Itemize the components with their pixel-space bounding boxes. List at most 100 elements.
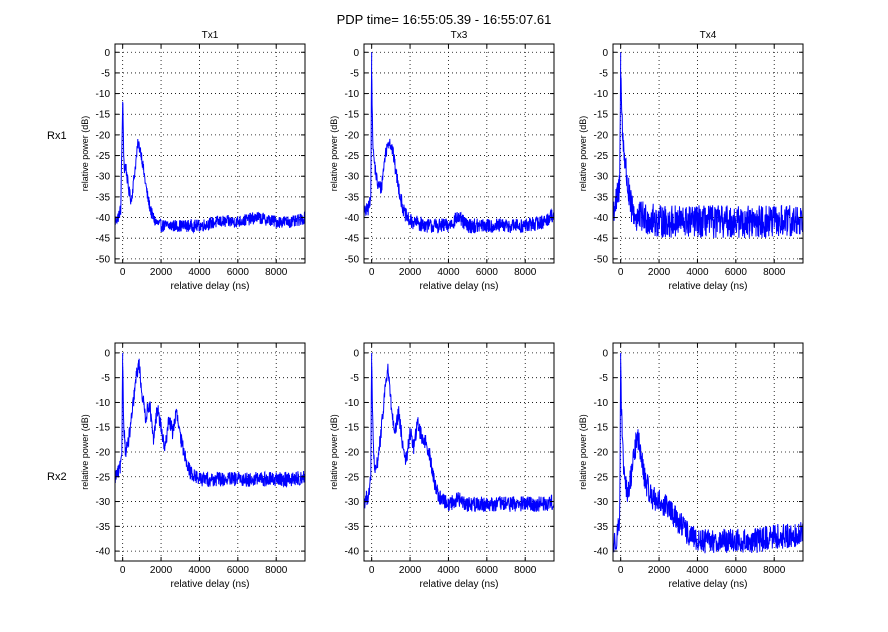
y-tick-label: 0 <box>104 48 110 59</box>
y-tick-label: -15 <box>96 423 111 434</box>
subplot-1: 0 2000 4000 6000 8000 0 -5 -10 -15 -20 -25 -30 -35 -4… <box>80 30 306 292</box>
y-tick-label: -5 <box>350 68 359 79</box>
x-tick-label: 4000 <box>437 565 460 576</box>
y-tick-label: -45 <box>345 234 360 245</box>
subplot-4: 0 2000 4000 6000 8000 0 -5 -10 -15 -20 -25 -30 -35 -4… <box>80 342 306 590</box>
y-axis-label: relative power (dB) <box>329 116 339 192</box>
y-tick-label: -30 <box>96 497 111 508</box>
x-axis-label: relative delay (ns) <box>420 281 499 292</box>
axes-frame <box>363 43 555 264</box>
x-axis-label: relative delay (ns) <box>669 281 748 292</box>
figure-title: PDP time= 16:55:05.39 - 16:55:07.61 <box>336 12 552 27</box>
y-tick-label: -20 <box>594 130 609 141</box>
y-tick-label: -30 <box>594 497 609 508</box>
y-tick-label: -20 <box>345 130 360 141</box>
y-tick-label: -10 <box>594 89 609 100</box>
y-tick-label: -40 <box>96 213 111 224</box>
x-tick-label: 8000 <box>514 267 537 278</box>
y-tick-label: 0 <box>602 48 608 59</box>
x-axis-label: relative delay (ns) <box>171 281 250 292</box>
x-tick-label: 0 <box>120 267 126 278</box>
x-tick-label: 0 <box>618 565 624 576</box>
y-tick-label: 0 <box>104 348 110 359</box>
y-tick-label: -5 <box>599 373 608 384</box>
y-tick-label: -10 <box>96 89 111 100</box>
y-tick-label: 0 <box>602 348 608 359</box>
y-tick-label: -25 <box>345 472 360 483</box>
y-tick-label: -25 <box>96 472 111 483</box>
y-tick-label: -20 <box>594 448 609 459</box>
y-tick-label: -25 <box>594 472 609 483</box>
plot-area <box>115 343 305 561</box>
y-tick-label: -15 <box>594 110 609 121</box>
y-tick-label: -25 <box>96 151 111 162</box>
y-tick-label: -40 <box>594 213 609 224</box>
x-tick-label: 4000 <box>188 267 211 278</box>
y-tick-label: -40 <box>345 547 360 558</box>
x-tick-label: 4000 <box>686 565 709 576</box>
y-tick-label: -35 <box>96 522 111 533</box>
y-tick-label: -10 <box>345 89 360 100</box>
x-axis-label: relative delay (ns) <box>420 579 499 590</box>
y-tick-label: 0 <box>353 348 359 359</box>
y-tick-label: -35 <box>96 192 111 203</box>
x-tick-label: 0 <box>618 267 624 278</box>
y-tick-label: -15 <box>345 110 360 121</box>
y-axis-label: relative power (dB) <box>80 116 90 192</box>
y-axis-label: relative power (dB) <box>80 414 90 490</box>
x-tick-label: 6000 <box>725 565 748 576</box>
y-tick-label: -50 <box>345 254 360 265</box>
y-tick-label: -30 <box>96 172 111 183</box>
y-tick-label: -35 <box>594 522 609 533</box>
x-tick-label: 8000 <box>265 565 288 576</box>
y-tick-label: -5 <box>599 68 608 79</box>
subplot-3: 0 2000 4000 6000 8000 0 -5 -10 -15 -20 -25 -30 -35 -4… <box>578 30 804 292</box>
y-tick-label: -30 <box>594 172 609 183</box>
y-tick-label: -25 <box>345 151 360 162</box>
y-tick-label: -15 <box>345 423 360 434</box>
y-tick-label: -15 <box>594 423 609 434</box>
y-axis-label: relative power (dB) <box>578 116 588 192</box>
x-tick-label: 8000 <box>763 267 786 278</box>
y-tick-label: -15 <box>96 110 111 121</box>
y-tick-label: -50 <box>594 254 609 265</box>
plot-area <box>613 343 803 561</box>
y-tick-label: -45 <box>96 234 111 245</box>
axes-frame <box>114 43 306 264</box>
y-tick-label: -30 <box>345 172 360 183</box>
x-tick-label: 2000 <box>399 267 422 278</box>
y-tick-label: -20 <box>345 448 360 459</box>
y-tick-label: -35 <box>594 192 609 203</box>
y-tick-label: -20 <box>96 130 111 141</box>
x-tick-label: 6000 <box>476 267 499 278</box>
row-label-rx1: Rx1 <box>47 130 67 142</box>
y-tick-label: -10 <box>594 398 609 409</box>
y-tick-label: -40 <box>594 547 609 558</box>
y-tick-label: -5 <box>350 373 359 384</box>
y-axis-label: relative power (dB) <box>329 414 339 490</box>
pdp-trace <box>114 101 306 234</box>
x-tick-label: 8000 <box>265 267 288 278</box>
y-tick-label: -40 <box>345 213 360 224</box>
x-tick-label: 0 <box>120 565 126 576</box>
x-tick-label: 2000 <box>399 565 422 576</box>
pdp-trace <box>612 352 804 554</box>
y-tick-label: -5 <box>101 68 110 79</box>
y-tick-label: -35 <box>345 192 360 203</box>
y-tick-label: 0 <box>353 48 359 59</box>
x-tick-label: 0 <box>369 565 375 576</box>
x-tick-label: 4000 <box>437 267 460 278</box>
subplot-5: 0 2000 4000 6000 8000 0 -5 -10 -15 -20 -25 -30 -35 -4… <box>329 342 555 590</box>
x-tick-label: 0 <box>369 267 375 278</box>
y-tick-label: -5 <box>101 373 110 384</box>
y-tick-label: -40 <box>96 547 111 558</box>
y-tick-label: -10 <box>96 398 111 409</box>
x-tick-label: 6000 <box>725 267 748 278</box>
y-tick-label: -25 <box>594 151 609 162</box>
subplot-title: Tx4 <box>700 30 717 41</box>
subplot-title: Tx3 <box>451 30 468 41</box>
x-tick-label: 4000 <box>686 267 709 278</box>
y-axis-label: relative power (dB) <box>578 414 588 490</box>
